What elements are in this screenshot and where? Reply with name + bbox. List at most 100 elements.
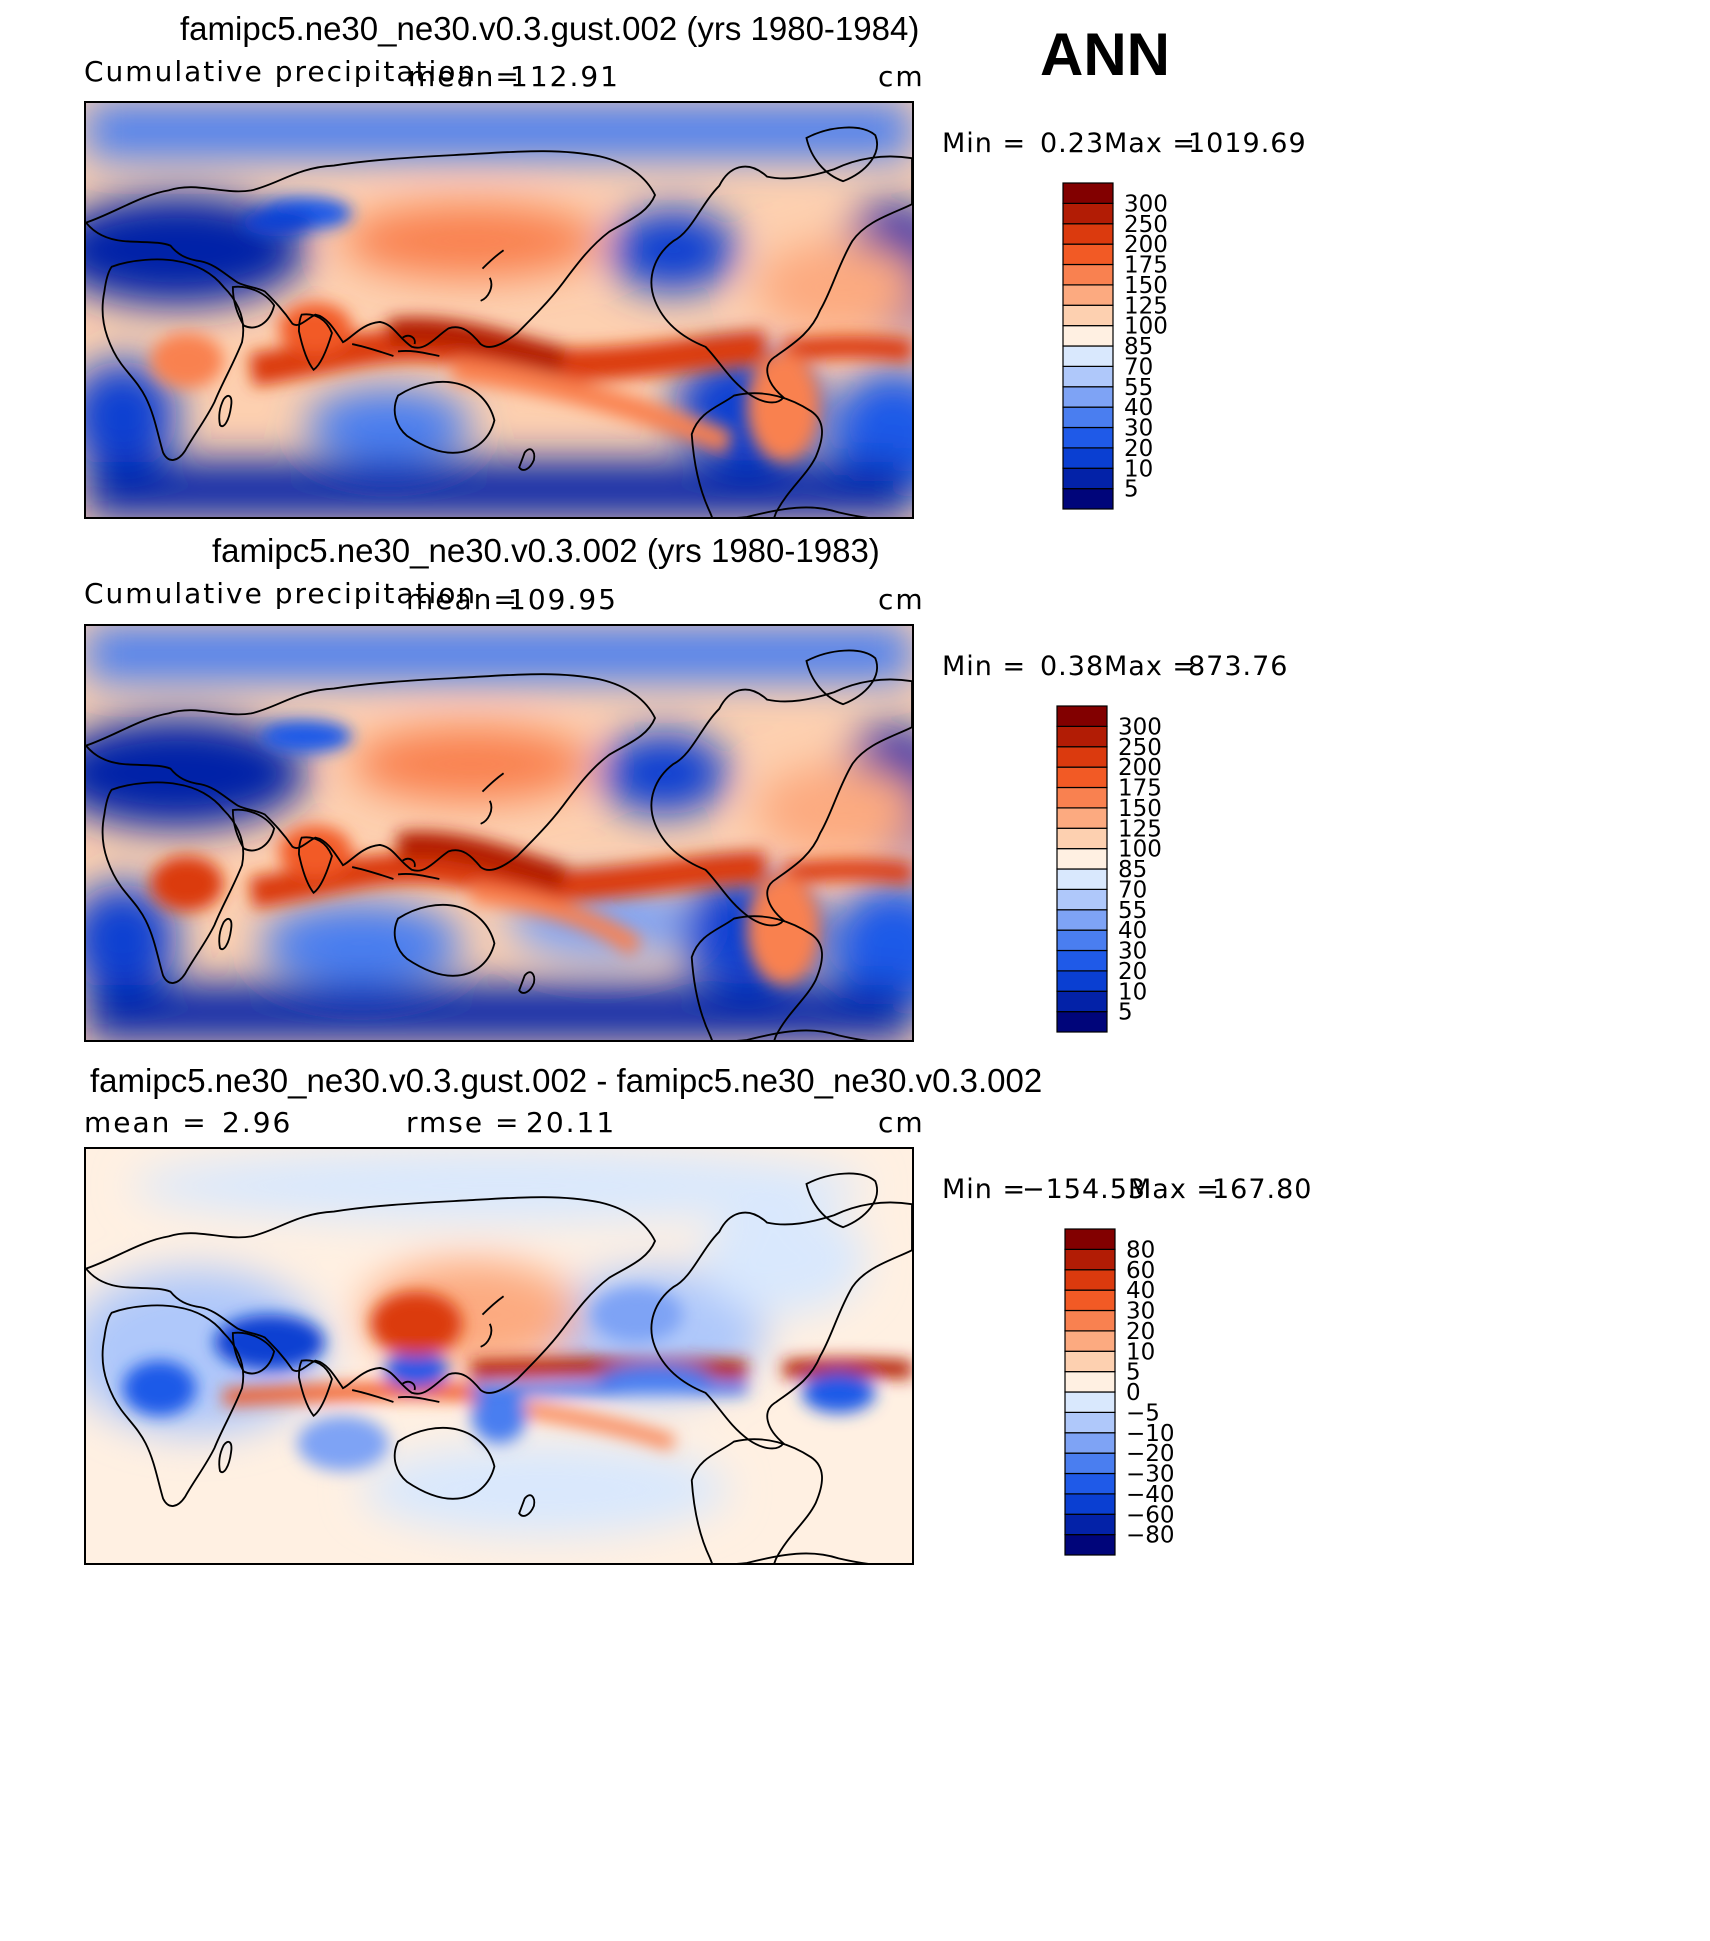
panel-2-colorbar-swatch [1056,868,1108,890]
panel-3-colorbar: −80 −60 −40 −30 −20 −10 −5 0 5 10 20 30 40 60 80 [1064,1228,1204,1558]
panel-3-colorbar-label: −20 [1126,1441,1175,1467]
panel-2-colorbar-label: 70 [1118,877,1147,903]
panel-3-rmse-label: rmse = [406,1106,521,1139]
panel-1-colorbar-swatch [1062,243,1114,266]
panel-1-colorbar-label: 100 [1124,314,1168,340]
panel-1-colorbar-swatch [1062,345,1114,367]
panel-1-colorbar-swatch [1062,386,1114,408]
panel-3-mean-value: 2.96 [222,1106,293,1139]
panel-1-colorbar-swatch [1062,467,1114,490]
panel-2-colorbar-label: 175 [1118,776,1162,802]
panel-2-colorbar-swatch [1056,929,1108,952]
panel-2-title: famipc5.ne30_ne30.v0.3.002 (yrs 1980-198… [212,532,880,569]
panel-3-colorbar-swatch [1064,1472,1116,1495]
panel-2-colorbar-swatch [1056,888,1108,911]
panel-3-colorbar-label: 60 [1126,1258,1155,1284]
panel-2-colorbar-swatch [1056,807,1108,829]
panel-3-difference-field [86,1149,912,1563]
panel-3-max-label: Max = [1128,1174,1221,1205]
panel-3-colorbar-swatch [1064,1534,1116,1556]
panel-3-map [84,1147,914,1565]
panel-1-colorbar-label: 70 [1124,354,1153,380]
panel-3-colorbar-swatch [1064,1309,1116,1332]
panel-1-colorbar-label: 85 [1124,334,1153,360]
panel-2-colorbar-swatch [1056,725,1108,748]
panel-2-min-value: 0.38 [1040,651,1105,682]
panel-3-colorbar-swatch [1064,1411,1116,1434]
panel-1-colorbar-label: 200 [1124,232,1168,258]
panel-3-colorbar-label: −10 [1126,1421,1175,1447]
panel-1-colorbar-label: 250 [1124,212,1168,238]
panel-3-rmse-value: 20.11 [526,1106,617,1139]
panel-1-mean-value: 112.91 [510,60,620,93]
panel-3-colorbar-label: 5 [1126,1360,1141,1386]
panel-1-variable-label: Cumulative precipitation [84,55,478,88]
panel-2-colorbar-label: 55 [1118,898,1147,924]
season-label: ANN [1040,21,1170,88]
panel-1-colorbar-swatch [1062,304,1114,327]
panel-1-min-label: Min = [942,128,1027,159]
panel-2-colorbar-label: 5 [1118,1000,1133,1026]
panel-2-colorbar-swatch [1056,1011,1108,1033]
panel-2-colorbar-label: 10 [1118,979,1147,1005]
panel-3-colorbar-swatch [1064,1493,1116,1515]
panel-2-colorbar: 5 10 20 30 40 55 70 85 100 125 150 175 200 250 300 [1056,705,1196,1035]
panel-2-max-value: 873.76 [1188,651,1289,682]
panel-2-colorbar-swatch [1056,990,1108,1013]
panel-2-colorbar-label: 100 [1118,837,1162,863]
panel-1-colorbar-label: 20 [1124,436,1153,462]
panel-1-colorbar-swatch [1062,426,1114,449]
panel-1-colorbar-swatch [1062,182,1114,204]
panel-3-colorbar-swatch [1064,1350,1116,1373]
panel-3-colorbar-swatch [1064,1289,1116,1312]
panel-2-colorbar-swatch [1056,949,1108,972]
panel-1-colorbar-label: 125 [1124,293,1168,319]
panel-1-colorbar-swatch [1062,263,1114,286]
panel-1-mean-label: mean= [408,60,521,93]
panel-3-colorbar-swatch [1064,1330,1116,1352]
panel-2-colorbar-swatch [1056,970,1108,992]
panel-2-colorbar-swatch [1056,827,1108,850]
panel-1-colorbar-swatch [1062,325,1114,347]
panel-3-colorbar-swatch [1064,1432,1116,1454]
panel-2-colorbar-swatch [1056,848,1108,870]
panel-3-mean-label: mean = [84,1106,208,1139]
panel-2-colorbar-swatch [1056,766,1108,789]
panel-3-colorbar-label: −30 [1126,1462,1175,1488]
panel-1-colorbar-label: 175 [1124,253,1168,279]
panel-3-colorbar-label: 10 [1126,1339,1155,1365]
panel-2-colorbar-label: 30 [1118,939,1147,965]
panel-3-colorbar-swatch [1064,1371,1116,1393]
panel-2-colorbar-swatch [1056,705,1108,727]
panel-1-map [84,101,914,519]
panel-3-colorbar-label: −5 [1126,1400,1160,1426]
panel-1-colorbar-swatch [1062,406,1114,429]
panel-2-mean-value: 109.95 [508,583,618,616]
panel-1-colorbar-swatch [1062,223,1114,245]
panel-2-colorbar-swatch [1056,786,1108,809]
panel-1-colorbar-label: 5 [1124,477,1139,503]
panel-1-colorbar: 5 10 20 30 40 55 70 85 100 125 150 175 200 250 300 [1062,182,1202,512]
panel-3-colorbar-swatch [1064,1391,1116,1413]
panel-1-colorbar-swatch [1062,202,1114,225]
panel-1-colorbar-swatch [1062,365,1114,388]
panel-2-units: cm [878,583,925,616]
panel-3-colorbar-label: −60 [1126,1502,1175,1528]
panel-2-colorbar-swatch [1056,746,1108,768]
panel-2-mean-label: mean= [406,583,519,616]
panel-3-colorbar-swatch [1064,1269,1116,1291]
panel-3-colorbar-label: 80 [1126,1237,1155,1263]
panel-2-colorbar-label: 85 [1118,857,1147,883]
panel-3-colorbar-swatch [1064,1248,1116,1271]
panel-1-min-value: 0.23 [1040,128,1105,159]
panel-2-colorbar-label: 250 [1118,735,1162,761]
panel-2-colorbar-label: 40 [1118,918,1147,944]
panel-3-colorbar-label: −40 [1126,1482,1175,1508]
panel-2-colorbar-swatch [1056,909,1108,931]
panel-3-colorbar-label: 0 [1126,1380,1141,1406]
panel-1-precip-field [86,103,912,517]
panel-2-precip-field [86,626,912,1040]
panel-2-min-label: Min = [942,651,1027,682]
panel-3-min-label: Min = [942,1174,1027,1205]
panel-3-colorbar-swatch [1064,1513,1116,1536]
